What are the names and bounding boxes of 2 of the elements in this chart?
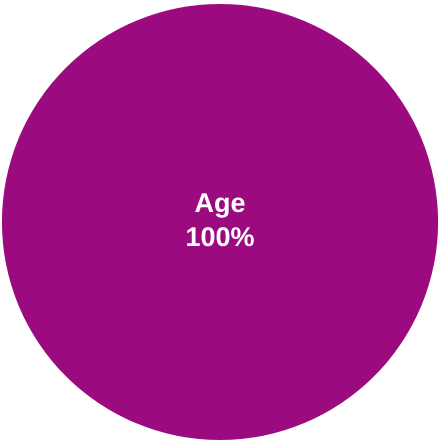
data-label: 100% (185, 222, 255, 252)
slice-label: Age (194, 188, 246, 218)
